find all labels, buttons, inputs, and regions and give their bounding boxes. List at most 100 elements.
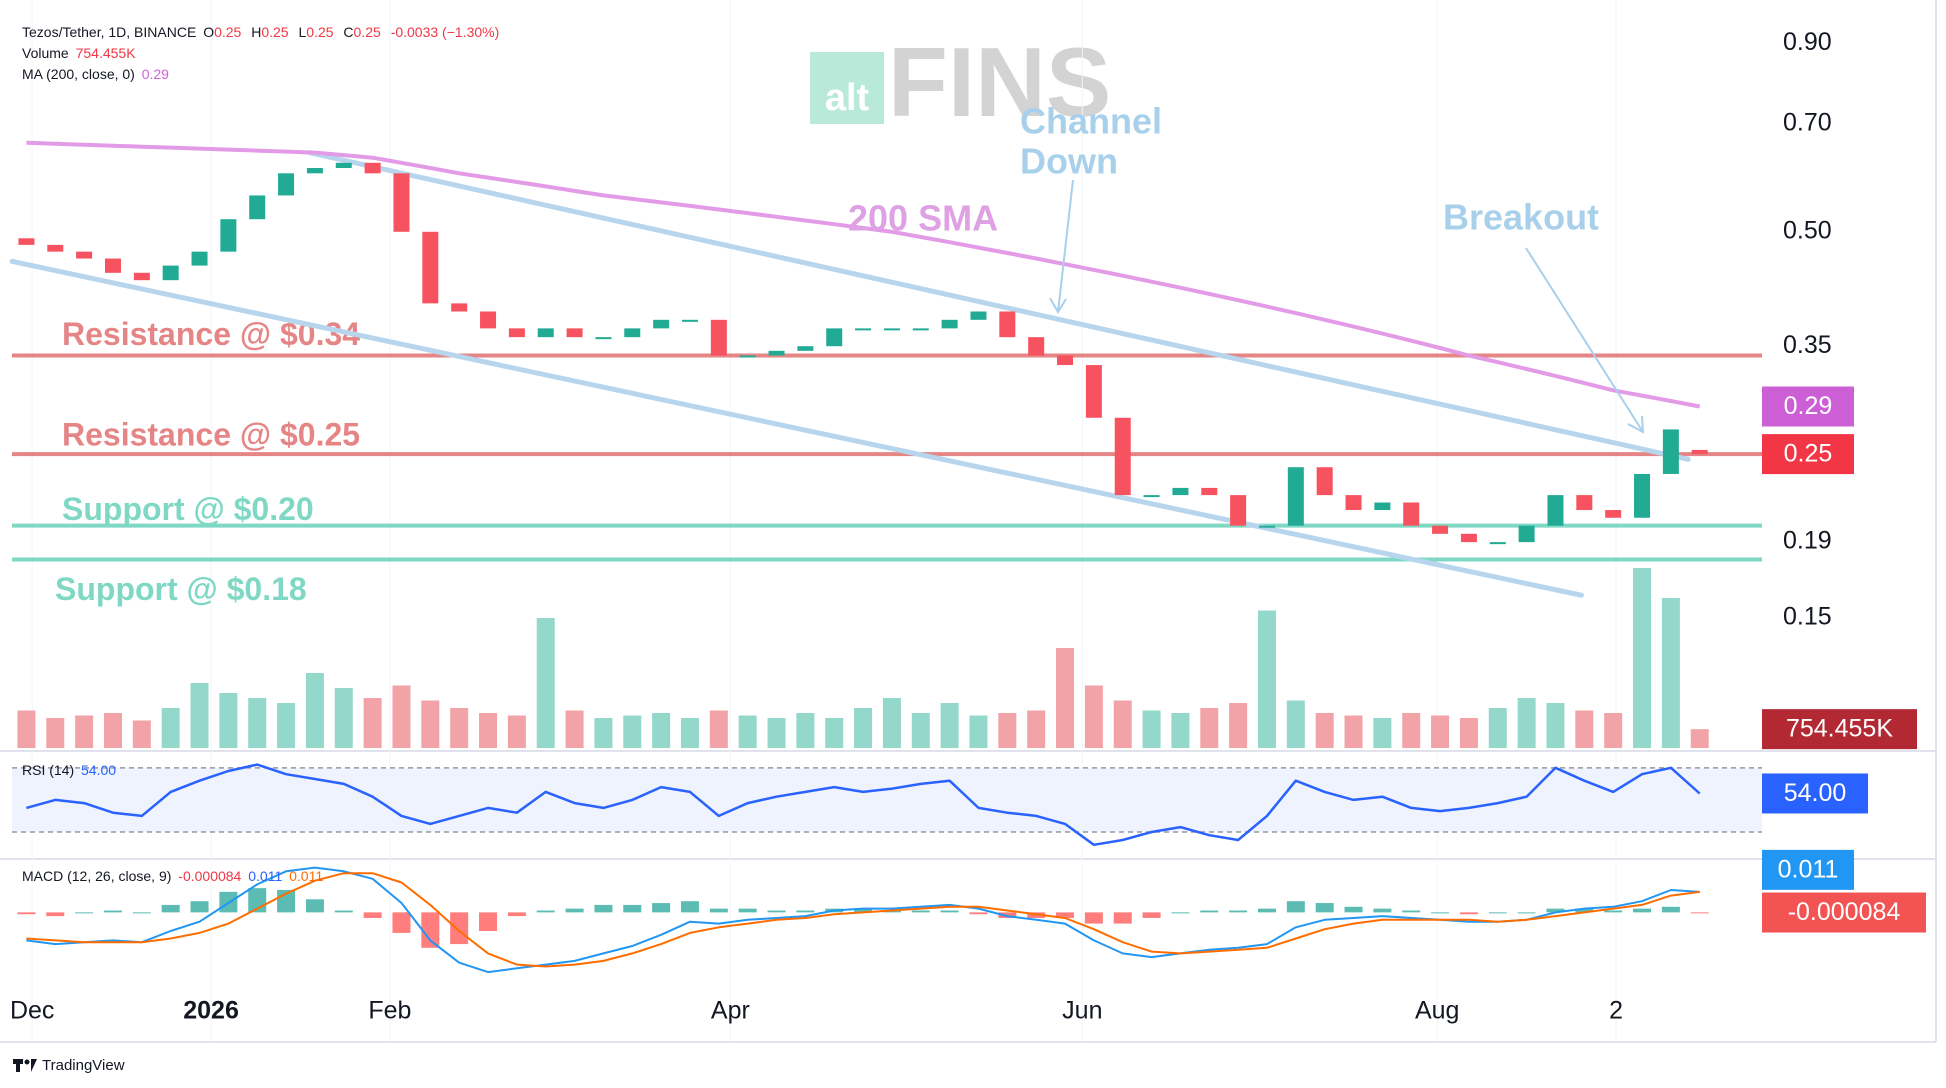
change: -0.0033 (−1.30%) [390, 24, 500, 40]
ohlc-key: O [203, 24, 215, 40]
ohlc-key: C [343, 24, 354, 40]
histogram-bar [1633, 908, 1652, 913]
x-tick-label: Dec [10, 997, 54, 1025]
candle [1634, 473, 1651, 518]
x-tick-label: Apr [711, 997, 750, 1025]
candle [393, 173, 410, 232]
candle [220, 219, 237, 252]
histogram-bar [594, 904, 613, 913]
annotation: Channel [1020, 101, 1162, 142]
candle [1374, 502, 1391, 511]
volume-bar [1084, 685, 1103, 748]
volume-bar [75, 715, 94, 748]
candle [1258, 525, 1275, 528]
candle [1518, 525, 1535, 543]
volume-bar [940, 703, 959, 748]
x-tick-label: Feb [368, 997, 411, 1025]
volume-bar [825, 718, 844, 748]
candle [653, 319, 670, 329]
candle [1201, 487, 1218, 496]
volume-bar [363, 698, 382, 748]
x-tick-label: 2026 [183, 997, 239, 1025]
histogram-bar [1229, 910, 1248, 913]
volume-bar [1373, 718, 1392, 748]
histogram-bar [1200, 910, 1219, 913]
volume-bar [1344, 715, 1363, 748]
volume-bar [1690, 729, 1709, 748]
volume-bar [652, 713, 671, 748]
candle [1230, 495, 1247, 526]
volume-bar [248, 698, 267, 748]
volume-bar [305, 673, 324, 748]
volume-bar [1546, 703, 1565, 748]
volume-title: Volume [22, 45, 69, 61]
candle [912, 328, 929, 331]
watermark-name: FINS [888, 27, 1111, 137]
histogram-bar [161, 904, 180, 913]
histogram-bar [103, 910, 122, 913]
histogram-bar [17, 912, 36, 915]
volume-bar [738, 715, 757, 748]
histogram-bar [507, 912, 526, 917]
candle [133, 272, 150, 281]
volume-bar [767, 718, 786, 748]
value-label: 754.455K [1786, 715, 1893, 743]
volume-bar [623, 715, 642, 748]
value-label-bg [1762, 892, 1926, 933]
histogram-bar [1402, 910, 1421, 913]
candle [249, 195, 266, 220]
value-label-bg [1762, 434, 1854, 475]
candle [191, 251, 208, 266]
value-label: 54.00 [1784, 779, 1847, 807]
annotation: 200 SMA [848, 198, 998, 239]
ohlc-value: 0.25 [214, 24, 242, 40]
volume-bar [969, 715, 988, 748]
macd-title: MACD (12, 26, close, 9) [22, 868, 172, 884]
histogram-bar [767, 910, 786, 913]
candle [999, 311, 1016, 338]
watermark-box [810, 52, 884, 124]
y-tick-label: 0.35 [1783, 331, 1832, 359]
candle [1172, 487, 1189, 496]
value-label-bg [1762, 773, 1868, 814]
logo-part [16, 1059, 20, 1072]
y-tick-label: 0.90 [1783, 28, 1832, 56]
histogram-bar [1575, 908, 1594, 913]
candle [104, 258, 121, 273]
volume-bar [1661, 598, 1680, 748]
x-tick-label: Aug [1415, 997, 1459, 1025]
y-tick-label: 0.15 [1783, 603, 1832, 631]
volume-bar [1633, 568, 1652, 748]
value-label: 0.011 [1778, 855, 1839, 883]
volume-bar [709, 710, 728, 748]
candle [883, 328, 900, 331]
watermark-prefix: alt [825, 77, 870, 119]
logo-part [24, 1059, 30, 1065]
histogram-bar [392, 912, 411, 933]
ohlc-value: 0.25 [306, 24, 334, 40]
volume-bar [507, 715, 526, 748]
candle [566, 328, 583, 338]
arrow [1049, 179, 1074, 314]
volume-bar [421, 700, 440, 748]
candle [1432, 525, 1449, 534]
volume-bar [17, 710, 36, 748]
histogram-bar [1286, 901, 1305, 913]
candle [739, 355, 756, 358]
volume-bar [1027, 710, 1046, 748]
histogram-bar [1488, 912, 1507, 914]
histogram-bar [709, 908, 728, 913]
value-label: -0.000084 [1788, 898, 1901, 926]
price-header: Tezos/Tether, 1D, BINANCE O0.25 H0.25 L0… [22, 22, 502, 85]
ohlc: O0.25 [203, 24, 244, 40]
candle [1691, 449, 1708, 455]
candle [278, 173, 295, 196]
ohlc-value: 0.25 [353, 24, 381, 40]
volume-bar [392, 685, 411, 748]
histogram-bar [969, 912, 988, 915]
candle [306, 168, 323, 174]
macd-header: MACD (12, 26, close, 9) -0.000084 0.011 … [22, 866, 326, 887]
candle [451, 303, 468, 312]
